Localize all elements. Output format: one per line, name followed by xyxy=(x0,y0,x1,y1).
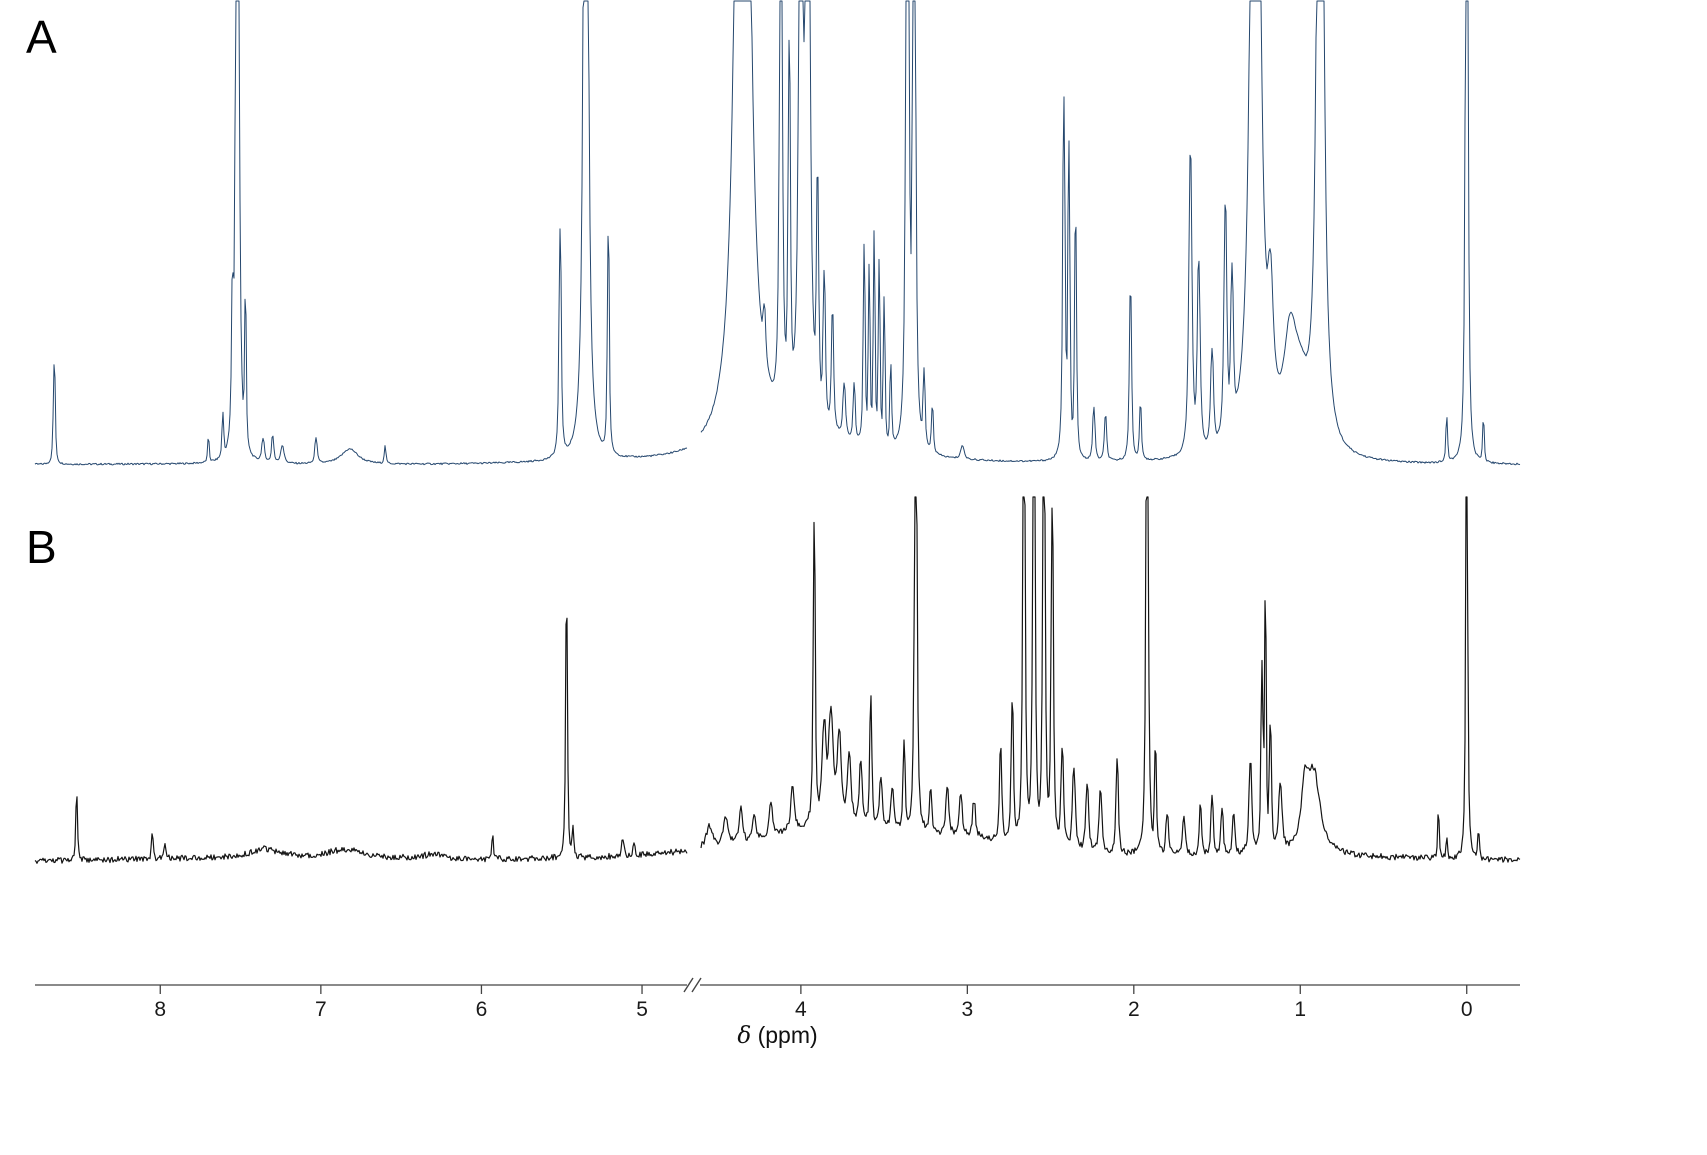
delta-symbol: δ xyxy=(737,1023,752,1049)
x-tick-label-2: 2 xyxy=(1128,998,1140,1021)
x-axis-label: δ (ppm) xyxy=(0,1022,1555,1049)
x-tick-label-4: 4 xyxy=(795,998,807,1021)
axis-break-mark-1 xyxy=(683,977,694,993)
x-tick-label-0: 0 xyxy=(1461,998,1473,1021)
panel-a-label: A xyxy=(26,11,57,63)
spectrum-trace-b-seg1 xyxy=(700,496,1521,863)
spectrum-trace-a-seg0 xyxy=(34,0,688,466)
panel-b-label: B xyxy=(26,521,57,573)
x-tick-label-6: 6 xyxy=(476,998,488,1021)
x-tick-label-8: 8 xyxy=(154,998,166,1021)
x-axis-unit: (ppm) xyxy=(751,1022,818,1048)
x-tick-label-7: 7 xyxy=(315,998,327,1021)
spectrum-trace-b-seg0 xyxy=(34,617,688,864)
spectrum-trace-a-seg1 xyxy=(700,0,1521,466)
x-tick-label-5: 5 xyxy=(636,998,648,1021)
x-axis: 8 7 6 5 4 3 2 1 0 xyxy=(35,977,1520,1021)
axis-break-mark-2 xyxy=(691,977,702,993)
x-tick-label-1: 1 xyxy=(1294,998,1306,1021)
x-tick-label-3: 3 xyxy=(961,998,973,1021)
